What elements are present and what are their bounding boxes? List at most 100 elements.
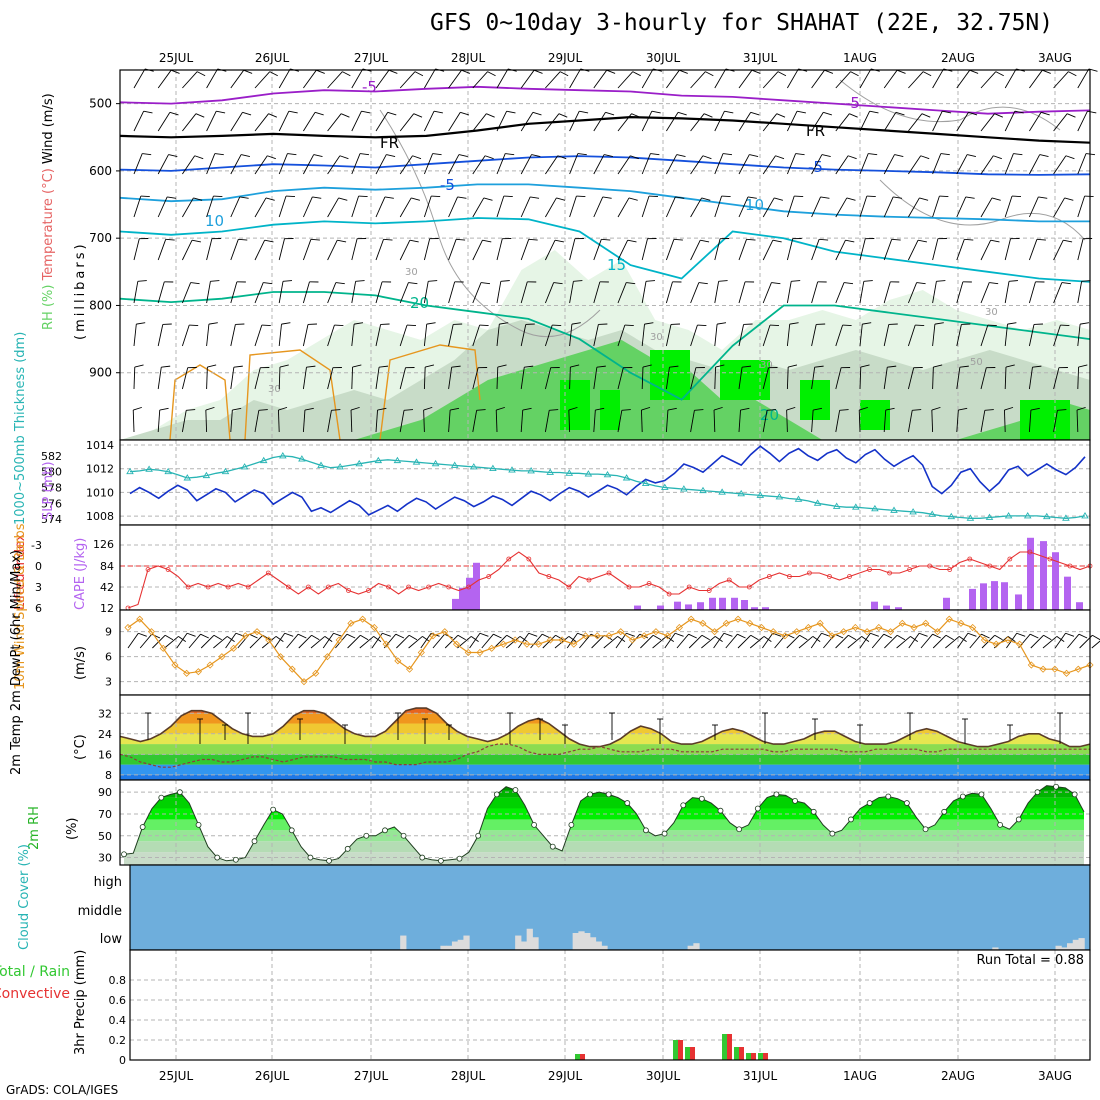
wind-barb [690,240,701,261]
wind-barb-feather [1005,364,1015,368]
wind-barb [714,195,723,218]
wind-barb-feather [579,110,589,114]
surface-wind-barb [554,636,570,649]
wind-barb-feather [137,280,147,282]
surface-wind-barb [139,633,153,649]
wind-barb-feather [456,238,466,241]
rh-marker [978,791,985,798]
wind-speed-marker [945,615,953,623]
wind-barb-feather [921,113,931,118]
wind-speed-marker [687,615,695,623]
precip-axis-label: 3hr Precip (mm) [73,950,88,1055]
wind-barb [544,282,555,304]
cape-bar [452,598,459,610]
wind-barb [1053,324,1061,347]
wind-barb [690,410,695,433]
wind-barb [230,281,238,304]
contour-label: 30 [405,267,418,278]
thickness-marker [641,479,650,486]
wind-barb [472,71,488,89]
wind-barb [472,367,479,390]
wind-barb-feather [631,113,641,118]
wind-barb-feather [460,111,469,116]
wind-barb [423,238,431,261]
wind-barb [593,410,596,433]
thickness-marker [565,469,574,476]
wind-barb-feather [483,197,493,201]
wind-barb [1004,238,1011,261]
wind-barb [351,281,357,304]
rh-marker [1034,789,1041,796]
wind-speed-marker [593,632,601,640]
surface-wind-barb [652,636,667,649]
wind-speed-marker [124,623,132,632]
surface-wind-barb-feather [360,634,369,641]
surface-wind-barb-feather [750,634,759,641]
wind-barb [278,68,291,89]
wind-speed-marker [875,623,883,632]
wind-barb-feather [740,407,750,411]
wind-speed-marker [276,653,285,661]
wind-barb-feather [1008,280,1019,282]
dewpoint-line [119,743,1090,768]
surface-wind-barb-feather [666,636,675,642]
y-tick-label: 900 [89,366,112,380]
wind-barb [932,324,936,347]
temperature-contour [119,291,1091,401]
slp-tick-label: 1014 [86,439,114,452]
cape-bar [719,597,726,610]
wind-barb-feather [931,406,941,411]
contour-label: 30 [760,360,773,371]
cloud-bar [1072,939,1080,950]
surface-wind-barb-feather [626,632,635,637]
wind-barb [858,409,861,433]
wind-barb [545,113,560,132]
surface-wind-barb [603,636,618,649]
thickness-marker [1062,514,1070,521]
thickness-marker [298,455,306,462]
wind-barb [181,240,193,261]
wind-barb [133,195,142,218]
wind-barb [448,196,458,218]
precip-convective-bar [739,1047,744,1060]
wind-barb-feather [165,238,175,241]
cape-bar [697,602,704,610]
wind-barb-feather [1064,197,1074,201]
wind-speed-marker [206,661,214,669]
wind-barb-feather [964,238,974,241]
wind-barb-feather [384,196,394,199]
wind-barb [181,367,189,390]
wind-barb-feather [282,280,293,282]
thickness-marker [470,463,478,470]
rh-marker [605,791,612,798]
wind-barb [230,410,233,433]
wind-barb [786,366,789,390]
wind-barb [666,154,678,175]
wind-barb-feather [528,238,538,241]
wind-barb-feather [702,155,712,160]
wind-barb [206,238,213,261]
wind-tick-label: 6 [105,651,112,664]
wind-barb [302,367,307,390]
wind-barb-feather [461,69,471,74]
lifted-index-marker [827,574,832,579]
wind-barb [302,281,310,304]
cloud-bar [532,937,539,950]
wind-barb [859,195,868,218]
wind-barb-feather [242,111,252,116]
wind-barb [640,409,643,433]
wind-barb [206,281,211,304]
wind-barb-feather [194,155,204,160]
wind-barb [980,410,986,433]
surface-wind-barb-feather [958,636,967,642]
rh-marker [866,800,873,806]
thickness-marker [240,463,249,470]
wind-axis-label: 10m Wind Speed & Barbs [13,523,28,690]
li-tick-label: 6 [35,602,42,615]
wind-barb [690,71,706,89]
wind-barb-feather [278,406,288,411]
surface-wind-barb-feather [1092,634,1100,641]
wind-barb-feather [500,280,510,282]
surface-wind-barb-feather [701,634,710,641]
contour-label: 30 [650,332,663,343]
